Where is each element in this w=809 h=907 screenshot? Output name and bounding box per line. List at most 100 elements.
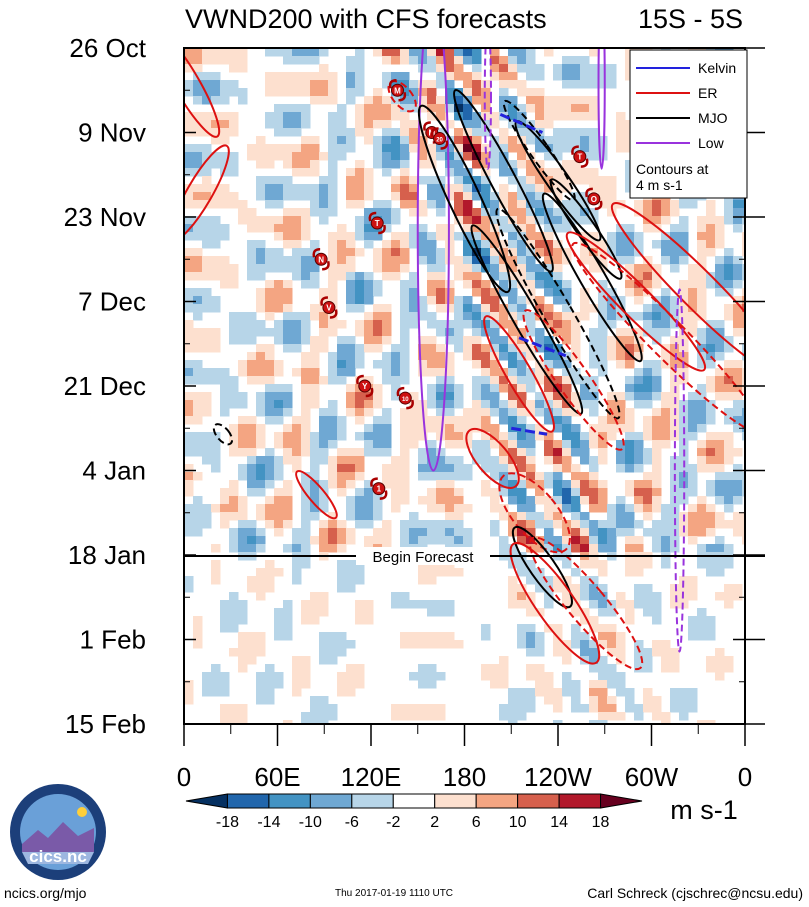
heatmap-cell: [463, 56, 473, 65]
heatmap-cell: [418, 152, 428, 161]
heatmap-cell: [346, 136, 356, 145]
heatmap-cell: [517, 160, 527, 169]
heatmap-cell: [211, 296, 221, 305]
heatmap-cell: [562, 592, 572, 601]
heatmap-cell: [562, 312, 572, 321]
heatmap-cell: [301, 656, 311, 665]
heatmap-cell: [607, 416, 617, 425]
heatmap-cell: [319, 416, 329, 425]
heatmap-cell: [616, 120, 626, 129]
heatmap-cell: [400, 456, 410, 465]
heatmap-cell: [571, 680, 581, 689]
heatmap-cell: [679, 496, 689, 505]
heatmap-cell: [427, 256, 437, 265]
heatmap-cell: [319, 592, 329, 601]
heatmap-cell: [247, 416, 257, 425]
heatmap-cell: [562, 496, 572, 505]
heatmap-cell: [499, 200, 509, 209]
heatmap-cell: [454, 472, 464, 481]
heatmap-cell: [481, 128, 491, 137]
heatmap-cell: [364, 128, 374, 137]
heatmap-cell: [526, 320, 536, 329]
heatmap-cell: [688, 616, 698, 625]
heatmap-cell: [661, 408, 671, 417]
heatmap-cell: [526, 504, 536, 513]
heatmap-cell: [211, 672, 221, 681]
heatmap-cell: [193, 56, 203, 65]
heatmap-cell: [562, 520, 572, 529]
heatmap-cell: [220, 152, 230, 161]
heatmap-cell: [679, 232, 689, 241]
heatmap-cell: [553, 152, 563, 161]
heatmap-cell: [265, 392, 275, 401]
heatmap-cell: [256, 696, 266, 705]
heatmap-cell: [283, 440, 293, 449]
heatmap-cell: [391, 600, 401, 609]
heatmap-cell: [337, 352, 347, 361]
heatmap-cell: [706, 528, 716, 537]
heatmap-cell: [562, 384, 572, 393]
storm-marker: Y: [356, 374, 374, 398]
heatmap-cell: [319, 152, 329, 161]
heatmap-cell: [652, 600, 662, 609]
heatmap-cell: [463, 216, 473, 225]
heatmap-cell: [733, 264, 743, 273]
heatmap-cell: [373, 248, 383, 257]
heatmap-cell: [238, 464, 248, 473]
x-tick-label: 60E: [254, 762, 300, 792]
heatmap-cell: [670, 544, 680, 553]
heatmap-cell: [508, 320, 518, 329]
heatmap-cell: [625, 392, 635, 401]
heatmap-cell: [400, 408, 410, 417]
heatmap-cell: [193, 128, 203, 137]
heatmap-cell: [571, 72, 581, 81]
heatmap-cell: [373, 400, 383, 409]
heatmap-cell: [589, 472, 599, 481]
heatmap-cell: [490, 160, 500, 169]
heatmap-cell: [526, 192, 536, 201]
heatmap-cell: [364, 488, 374, 497]
heatmap-cell: [400, 304, 410, 313]
heatmap-cell: [553, 224, 563, 233]
heatmap-cell: [229, 336, 239, 345]
heatmap-cell: [184, 688, 194, 697]
heatmap-cell: [742, 512, 745, 521]
heatmap-cell: [346, 688, 356, 697]
heatmap-cell: [661, 544, 671, 553]
heatmap-cell: [184, 144, 194, 153]
heatmap-cell: [400, 440, 410, 449]
heatmap-cell: [679, 432, 689, 441]
footer-url[interactable]: ncics.org/mjo: [4, 885, 87, 901]
heatmap-cell: [454, 112, 464, 121]
heatmap-cell: [580, 248, 590, 257]
heatmap-cell: [310, 488, 320, 497]
heatmap-cell: [310, 168, 320, 177]
heatmap-cell: [454, 72, 464, 81]
heatmap-cell: [652, 544, 662, 553]
heatmap-cell: [211, 120, 221, 129]
heatmap-cell: [481, 152, 491, 161]
heatmap-cell: [202, 672, 212, 681]
heatmap-cell: [697, 312, 707, 321]
heatmap-cell: [598, 712, 608, 721]
heatmap-cell: [553, 248, 563, 257]
heatmap-cell: [265, 88, 275, 97]
heatmap-cell: [445, 392, 455, 401]
y-tick-label: 26 Oct: [69, 33, 146, 63]
heatmap-cell: [256, 680, 266, 689]
heatmap-cell: [580, 216, 590, 225]
heatmap-cell: [598, 696, 608, 705]
heatmap-cell: [634, 520, 644, 529]
heatmap-cell: [292, 336, 302, 345]
heatmap-cell: [598, 600, 608, 609]
legend-label: Kelvin: [698, 60, 736, 76]
heatmap-cell: [499, 464, 509, 473]
heatmap-cell: [436, 112, 446, 121]
heatmap-cell: [517, 296, 527, 305]
heatmap-cell: [310, 208, 320, 217]
y-tick-label: 18 Jan: [68, 540, 146, 570]
heatmap-cell: [517, 464, 527, 473]
heatmap-cell: [328, 168, 338, 177]
heatmap-cell: [688, 696, 698, 705]
heatmap-cell: [544, 512, 554, 521]
